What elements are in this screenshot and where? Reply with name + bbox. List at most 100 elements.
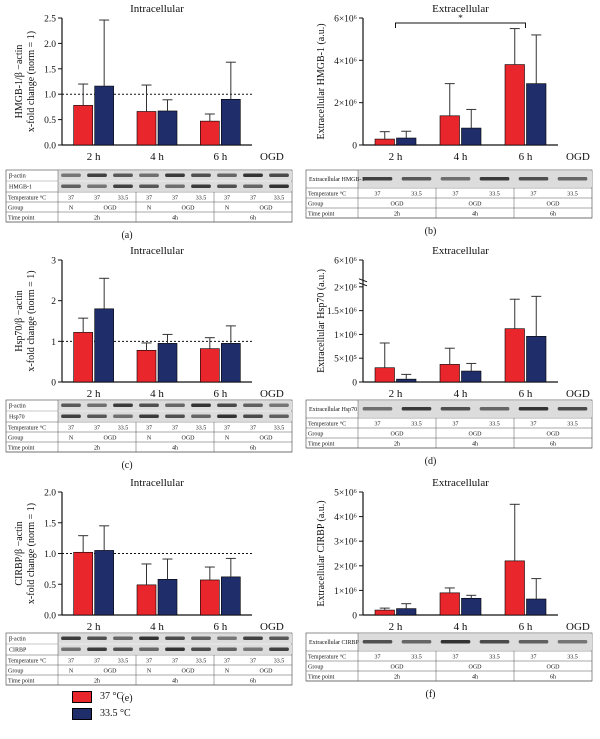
blot-row-label: Extracellular CIRBP	[309, 640, 359, 646]
blot-temp-label: Temperature °C	[308, 191, 346, 198]
legend: 37 °C 33.5 °C	[72, 688, 131, 722]
bar-335-4h	[461, 597, 482, 616]
blot-time-value: 4h	[472, 442, 478, 448]
blot-time-value: 4h	[472, 212, 478, 218]
y-axis-label: HMGB-1/β −actin	[14, 45, 25, 119]
bar-37-4h	[136, 349, 157, 383]
blot-group-value: OGD	[547, 665, 561, 671]
blot-band	[362, 177, 393, 181]
x-axis-ogd-label: OGD	[260, 151, 284, 163]
y-tick-label: 6×10⁶	[334, 257, 357, 267]
blot-temp-value: 33.5	[196, 196, 207, 202]
blot-band	[518, 407, 549, 411]
y-tick-label: 1.5	[44, 65, 56, 75]
blot-temp-value: 37	[531, 422, 537, 428]
blot-band	[165, 414, 185, 418]
blot-band	[518, 640, 549, 644]
y-tick-label: 3	[51, 257, 56, 267]
y-axis-label: Extracellular CIRBP (a.u.)	[316, 500, 327, 606]
y-tick-label: 4×10⁶	[334, 513, 357, 523]
blot-band	[87, 636, 107, 640]
y-tick-label: 0	[51, 379, 56, 389]
y-axis-label: Extracellular HMGB-1 (a.u.)	[316, 23, 327, 139]
blot-band	[61, 647, 81, 651]
blot-band	[440, 407, 471, 411]
blot-band	[440, 640, 471, 644]
panel-e: Intracellular CIRBP/β −actin x-fold change…	[0, 477, 300, 704]
blot-band	[217, 173, 237, 177]
blot-band	[87, 173, 107, 177]
blot-temp-value: 37	[146, 196, 152, 202]
y-axis-label: x-fold change (norm = 1)	[26, 31, 37, 132]
blot-band	[87, 414, 107, 418]
blot-band	[269, 414, 289, 418]
chart-svg-d: Extracellular Extracellular Hsp70 (a.u.) 0…	[305, 245, 593, 467]
blot-time-value: 2h	[94, 216, 100, 222]
blot-group-label: Group	[8, 669, 23, 675]
legend-swatch-37	[72, 690, 92, 703]
blot-group-value: OGD	[391, 665, 405, 671]
blot-group-label: Group	[308, 432, 323, 438]
blot-group-value: N	[225, 206, 230, 212]
y-tick-label: 6×10⁶	[334, 15, 357, 25]
blot-temp-value: 37	[224, 426, 230, 432]
blot-time-value: 4h	[472, 675, 478, 681]
bar-37-2h	[374, 609, 395, 616]
bar-335-4h	[157, 110, 178, 146]
blot-group-label: Group	[8, 206, 23, 212]
blot-temp-value: 33.5	[567, 192, 578, 198]
blot-band	[113, 647, 133, 651]
bar-335-6h	[526, 83, 547, 146]
blot-band	[165, 403, 185, 407]
panel-label: (b)	[425, 226, 437, 237]
blot-band	[243, 184, 263, 188]
x-category-label: 4 h	[150, 621, 164, 633]
blot-band	[217, 414, 237, 418]
blot-group-value: OGD	[469, 665, 483, 671]
blot-band	[269, 403, 289, 407]
panel-label: (c)	[121, 460, 132, 471]
bar-37-2h	[73, 332, 93, 383]
blot-band	[479, 177, 510, 181]
bar-37-4h	[439, 115, 460, 146]
chart-title: Intracellular	[130, 477, 184, 489]
panel-d: Extracellular Extracellular Hsp70 (a.u.) 0…	[300, 240, 600, 480]
bar-335-6h	[221, 576, 241, 616]
blot-band	[518, 177, 549, 181]
blot-row-label: β-actin	[9, 174, 26, 180]
blot-band	[269, 184, 289, 188]
blot-temp-value: 37	[146, 659, 152, 665]
blot-band	[243, 414, 263, 418]
blot-band	[269, 173, 289, 177]
blot-temp-value: 37	[94, 426, 100, 432]
blot-temp-value: 37	[94, 659, 100, 665]
x-category-label: 4 h	[454, 388, 468, 400]
y-tick-label: 3×10⁶	[334, 538, 357, 548]
panel-label: (e)	[121, 693, 132, 704]
blot-time-value: 6h	[250, 446, 256, 452]
blot-band	[362, 640, 393, 644]
blot-row-label: Hsp70	[9, 415, 25, 421]
bar-37-4h	[439, 592, 460, 616]
blot-temp-value: 33.5	[274, 426, 285, 432]
blot-band	[165, 647, 185, 651]
blot-band	[401, 177, 432, 181]
blot-time-label: Time point	[308, 675, 335, 681]
y-tick-label: 1.0	[44, 91, 56, 101]
y-tick-label: 4×10⁶	[334, 57, 357, 67]
blot-band	[217, 184, 237, 188]
blot-group-value: OGD	[104, 436, 118, 442]
blot-band	[557, 407, 588, 411]
y-axis-label: x-fold change (norm = 1)	[26, 503, 37, 604]
blot-band	[479, 407, 510, 411]
blot-time-label: Time point	[308, 442, 335, 448]
blot-temp-value: 37	[250, 659, 256, 665]
blot-band	[113, 414, 133, 418]
blot-temp-value: 33.5	[411, 192, 422, 198]
blot-band	[217, 647, 237, 651]
chart-title: Extracellular	[432, 245, 489, 257]
blot-strip	[358, 171, 592, 187]
y-tick-label: 5×10⁵	[334, 355, 357, 365]
x-category-label: 4 h	[454, 621, 468, 633]
panel-f: Extracellular Extracellular CIRBP (a.u.) 0…	[300, 477, 600, 700]
